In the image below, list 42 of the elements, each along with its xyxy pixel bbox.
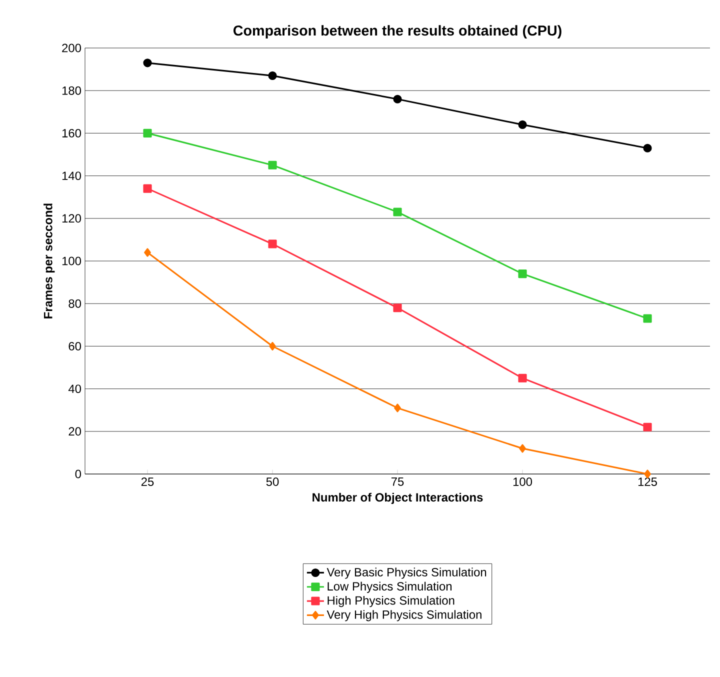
point <box>518 374 527 382</box>
y-tick-label: 140 <box>62 172 82 180</box>
point <box>393 94 402 104</box>
x-tick-label: 75 <box>391 478 404 486</box>
x-axis-title: Number of Object Interactions <box>312 492 483 504</box>
y-tick-label: 40 <box>68 384 82 394</box>
point <box>643 144 652 152</box>
legend-label: Very Basic Physics Simulation <box>326 568 486 579</box>
chart-title: Comparison between the results obtained (CPU) <box>233 25 562 39</box>
point <box>268 240 277 248</box>
y-tick-label: 160 <box>62 128 82 138</box>
legend-label: Very High Physics Simulation <box>326 610 482 622</box>
y-axis-title: Frames per seccond <box>44 204 55 318</box>
x-tick-label: 125 <box>638 478 657 486</box>
point <box>394 404 401 412</box>
point <box>643 422 652 432</box>
x-tick-label: 25 <box>141 478 154 486</box>
point <box>269 342 276 350</box>
point <box>144 248 151 257</box>
point <box>268 160 277 170</box>
y-tick-label: 120 <box>62 214 82 223</box>
point <box>143 58 152 68</box>
point <box>643 314 652 323</box>
legend-label: High Physics Simulation <box>328 596 454 608</box>
y-tick-label: 200 <box>62 44 82 52</box>
y-tick-label: 60 <box>68 342 82 350</box>
point <box>518 120 527 129</box>
y-tick-label: 180 <box>62 86 82 95</box>
point <box>393 208 402 216</box>
point <box>143 184 152 193</box>
point <box>268 71 277 80</box>
x-tick-label: 100 <box>513 478 532 486</box>
x-tick-label: 50 <box>266 478 279 486</box>
point <box>518 269 527 278</box>
point <box>519 444 526 453</box>
legend-label: Low Physics Simulation <box>328 582 452 593</box>
y-tick-label: 80 <box>68 299 82 308</box>
y-tick-label: 0 <box>75 470 82 478</box>
y-tick-label: 100 <box>62 256 82 266</box>
point <box>143 128 152 138</box>
point <box>393 304 402 312</box>
y-tick-label: 20 <box>68 427 82 436</box>
